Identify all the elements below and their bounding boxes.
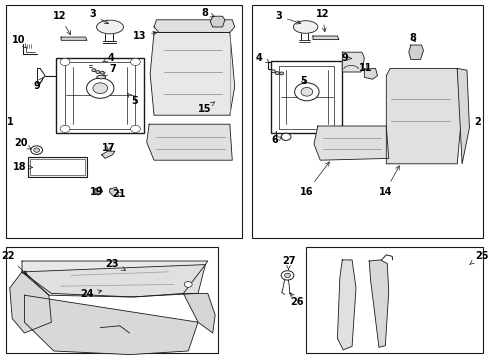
Polygon shape [102,151,115,158]
Bar [279,66,334,129]
Bar [56,58,144,133]
Polygon shape [386,68,461,164]
Text: 2: 2 [473,117,480,127]
Text: 4: 4 [102,53,115,63]
Polygon shape [368,260,388,347]
Circle shape [300,87,312,96]
Text: 3: 3 [89,9,108,24]
Bar [65,62,135,129]
Circle shape [60,125,70,132]
Text: 11: 11 [358,63,372,73]
Polygon shape [61,37,87,40]
Bar [28,157,87,177]
Ellipse shape [293,21,317,33]
Polygon shape [146,124,232,160]
Circle shape [281,271,293,280]
Bar [271,61,342,133]
Circle shape [294,83,319,101]
Polygon shape [183,293,215,333]
Polygon shape [150,32,234,115]
Text: 24: 24 [80,289,102,300]
Text: 8: 8 [409,33,416,43]
Bar [6,5,242,238]
Bar [92,62,106,69]
Polygon shape [24,265,205,297]
Circle shape [184,282,192,287]
Text: 5: 5 [299,76,306,86]
Text: 6: 6 [271,135,282,145]
Text: 10: 10 [12,35,26,48]
Circle shape [31,146,42,154]
Polygon shape [337,260,355,350]
Polygon shape [456,68,468,164]
Polygon shape [210,16,224,27]
Text: 1: 1 [7,117,14,127]
Polygon shape [10,272,51,333]
Text: 22: 22 [1,251,27,275]
Polygon shape [94,186,102,195]
Text: 3: 3 [275,11,300,24]
Polygon shape [22,261,207,297]
Text: 27: 27 [281,256,295,269]
Polygon shape [342,52,364,72]
Circle shape [100,71,104,74]
Text: 8: 8 [201,8,214,18]
Text: 19: 19 [90,186,103,197]
Circle shape [96,71,100,73]
Circle shape [92,69,96,72]
Ellipse shape [97,75,105,79]
Text: 7: 7 [103,64,116,76]
Text: 16: 16 [300,162,329,197]
Circle shape [93,83,107,94]
Circle shape [279,72,283,75]
Bar [30,159,85,175]
Text: 26: 26 [289,293,303,307]
Text: 17: 17 [102,143,115,153]
Text: 23: 23 [105,258,125,270]
Circle shape [284,273,290,278]
Polygon shape [154,20,234,32]
Circle shape [130,125,140,132]
Text: 9: 9 [341,53,351,63]
Polygon shape [312,36,338,40]
Polygon shape [24,295,198,355]
Circle shape [281,133,290,140]
Circle shape [60,58,70,66]
Polygon shape [408,45,423,59]
Text: 20: 20 [14,138,31,149]
Text: 4: 4 [255,53,269,63]
Text: 15: 15 [197,102,214,114]
Circle shape [130,58,140,66]
Text: 5: 5 [127,94,138,106]
Text: 18: 18 [13,162,32,172]
Text: 12: 12 [315,9,329,32]
Circle shape [275,72,279,75]
Bar [305,247,482,353]
Circle shape [34,148,40,152]
Bar [251,5,482,238]
Circle shape [86,78,114,98]
Text: 21: 21 [112,189,125,199]
Text: 9: 9 [33,78,42,91]
Polygon shape [313,126,388,160]
Text: 13: 13 [132,31,157,41]
Text: 25: 25 [469,251,488,264]
Bar [6,247,217,353]
Polygon shape [109,187,118,196]
Text: 14: 14 [378,166,399,197]
Circle shape [271,70,275,73]
Text: 12: 12 [53,11,70,35]
Polygon shape [364,68,377,79]
Ellipse shape [96,20,123,34]
Bar [267,62,282,69]
